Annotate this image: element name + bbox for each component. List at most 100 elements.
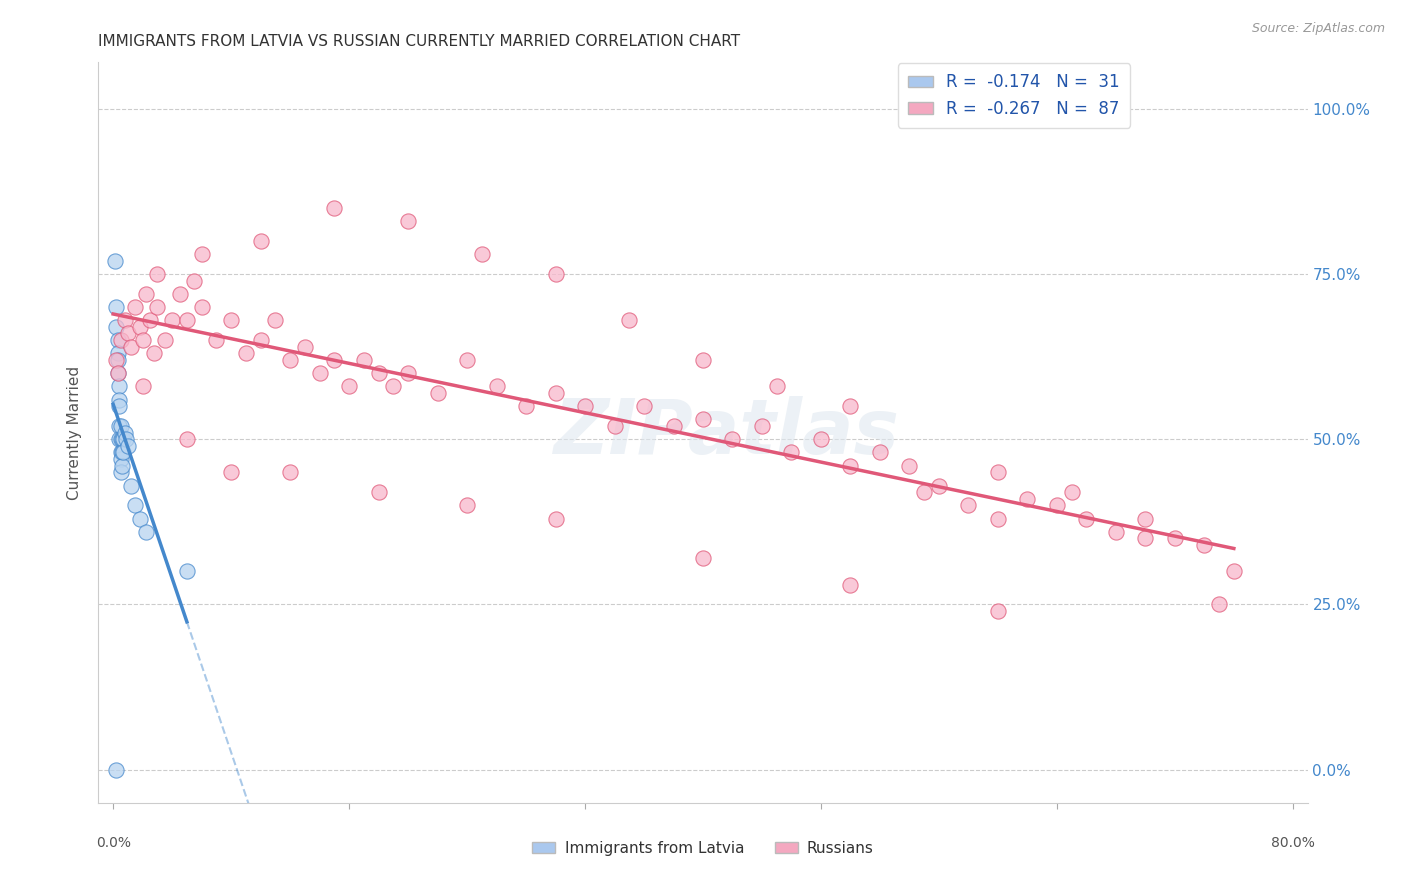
Point <box>105 319 128 334</box>
Point <box>544 386 567 401</box>
Point <box>912 485 935 500</box>
Point <box>219 465 242 479</box>
Point <box>128 319 150 334</box>
Point <box>105 763 128 777</box>
Point <box>107 366 129 380</box>
Point <box>160 313 183 327</box>
Point <box>143 346 166 360</box>
Point <box>110 445 132 459</box>
Point <box>1164 532 1187 546</box>
Point <box>110 432 132 446</box>
Point <box>1017 491 1039 506</box>
Point <box>108 379 131 393</box>
Point <box>1105 524 1128 539</box>
Point <box>108 392 131 407</box>
Point <box>107 333 129 347</box>
Text: 80.0%: 80.0% <box>1271 836 1315 850</box>
Point <box>112 445 135 459</box>
Point <box>780 445 803 459</box>
Point <box>353 352 375 367</box>
Point <box>633 399 655 413</box>
Point <box>183 274 205 288</box>
Point <box>839 577 862 591</box>
Point <box>117 439 139 453</box>
Point <box>337 379 360 393</box>
Point <box>190 300 212 314</box>
Point <box>176 313 198 327</box>
Point <box>367 366 389 380</box>
Point <box>235 346 257 360</box>
Point <box>987 511 1010 525</box>
Point <box>1135 532 1157 546</box>
Point <box>396 214 419 228</box>
Text: 0.0%: 0.0% <box>96 836 131 850</box>
Point <box>721 432 744 446</box>
Point <box>544 511 567 525</box>
Point <box>139 313 162 327</box>
Point <box>456 352 478 367</box>
Point <box>176 565 198 579</box>
Point <box>131 333 153 347</box>
Point <box>662 419 685 434</box>
Point <box>120 478 142 492</box>
Point <box>110 419 132 434</box>
Point <box>135 524 157 539</box>
Point <box>146 267 169 281</box>
Point <box>249 333 271 347</box>
Y-axis label: Currently Married: Currently Married <box>67 366 83 500</box>
Point <box>110 452 132 467</box>
Point <box>124 499 146 513</box>
Point <box>111 445 134 459</box>
Point <box>957 499 980 513</box>
Text: Source: ZipAtlas.com: Source: ZipAtlas.com <box>1251 22 1385 36</box>
Point <box>111 458 134 473</box>
Point <box>839 399 862 413</box>
Point <box>323 201 346 215</box>
Legend: Immigrants from Latvia, Russians: Immigrants from Latvia, Russians <box>526 835 880 862</box>
Point <box>169 286 191 301</box>
Point <box>294 340 316 354</box>
Point <box>108 419 131 434</box>
Text: ZIPatlas: ZIPatlas <box>554 396 900 469</box>
Point <box>107 352 129 367</box>
Point <box>485 379 508 393</box>
Point <box>751 419 773 434</box>
Point <box>131 379 153 393</box>
Point <box>104 253 127 268</box>
Point <box>124 300 146 314</box>
Point <box>603 419 626 434</box>
Point <box>135 286 157 301</box>
Point <box>839 458 862 473</box>
Point <box>426 386 449 401</box>
Point <box>112 432 135 446</box>
Point <box>190 247 212 261</box>
Point <box>1135 511 1157 525</box>
Point <box>987 465 1010 479</box>
Point <box>114 313 136 327</box>
Point <box>128 511 150 525</box>
Point <box>869 445 891 459</box>
Point <box>515 399 537 413</box>
Point <box>110 333 132 347</box>
Point <box>1223 565 1246 579</box>
Point <box>111 432 134 446</box>
Point <box>544 267 567 281</box>
Point <box>382 379 405 393</box>
Point <box>176 432 198 446</box>
Point <box>1060 485 1083 500</box>
Point <box>278 352 301 367</box>
Point <box>153 333 176 347</box>
Point <box>810 432 832 446</box>
Point <box>1208 598 1230 612</box>
Point <box>1194 538 1216 552</box>
Point <box>105 300 128 314</box>
Point <box>219 313 242 327</box>
Point <box>574 399 596 413</box>
Point <box>692 352 714 367</box>
Point <box>308 366 330 380</box>
Point <box>396 366 419 380</box>
Point <box>765 379 787 393</box>
Point <box>987 604 1010 618</box>
Point <box>323 352 346 367</box>
Point <box>105 352 128 367</box>
